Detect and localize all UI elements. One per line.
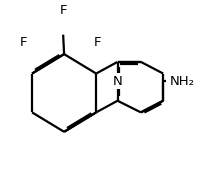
Text: F: F (59, 4, 67, 17)
Text: N: N (113, 75, 122, 88)
Text: F: F (20, 36, 27, 49)
Text: NH₂: NH₂ (170, 75, 195, 88)
Text: F: F (93, 36, 101, 49)
